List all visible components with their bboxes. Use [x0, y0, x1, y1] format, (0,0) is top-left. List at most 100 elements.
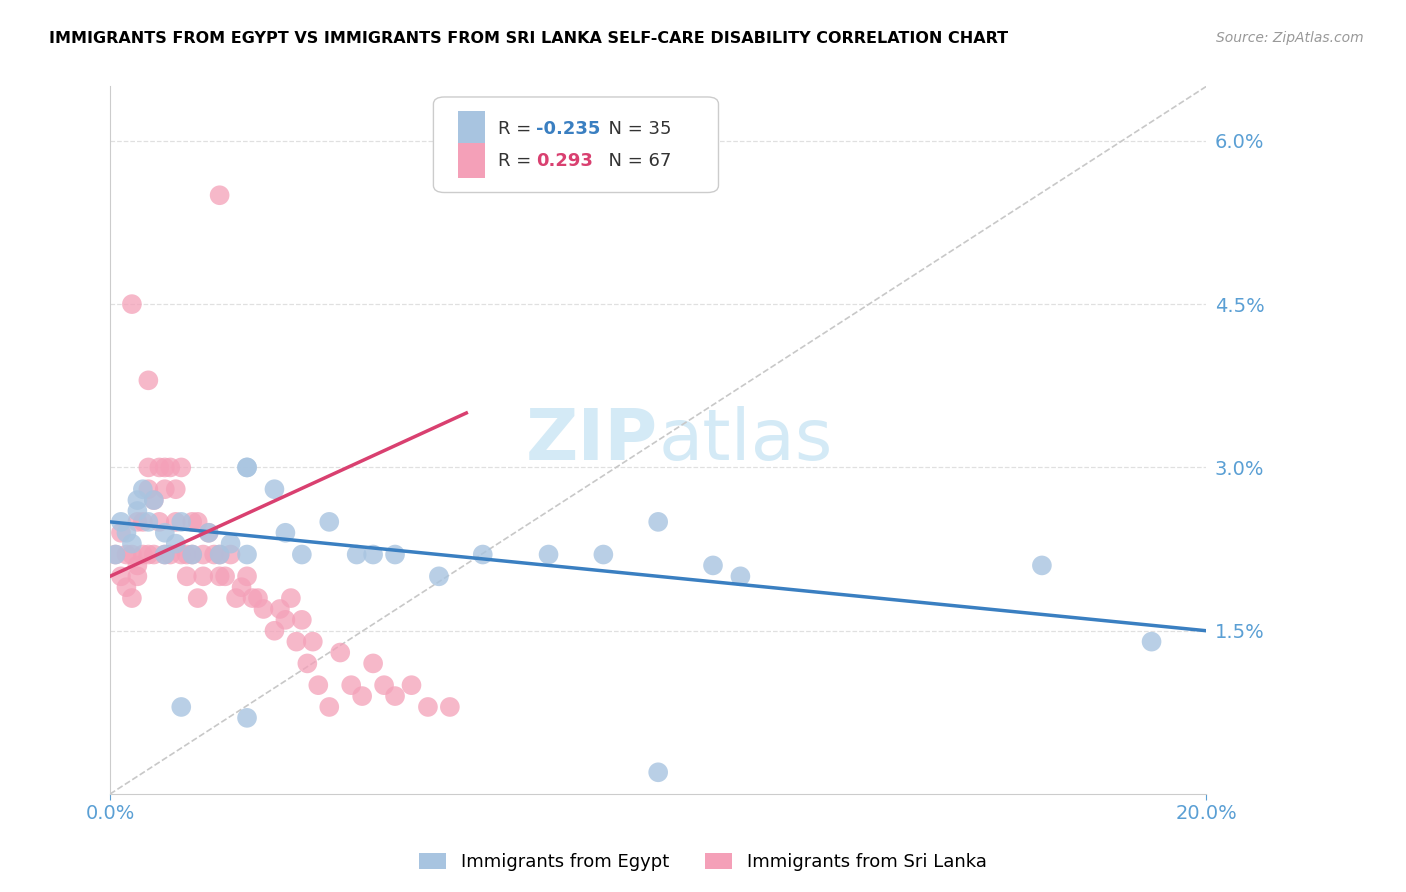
Point — [181, 548, 204, 562]
Point — [208, 569, 231, 583]
Point — [291, 613, 314, 627]
Point — [127, 493, 149, 508]
Point — [138, 482, 160, 496]
Point — [176, 548, 198, 562]
Point — [142, 493, 165, 508]
Point — [121, 548, 143, 562]
Point — [301, 634, 323, 648]
Point — [236, 460, 259, 475]
Point — [132, 548, 155, 562]
Point — [142, 493, 165, 508]
Point — [187, 591, 209, 605]
Point — [121, 297, 143, 311]
Text: Source: ZipAtlas.com: Source: ZipAtlas.com — [1216, 31, 1364, 45]
FancyBboxPatch shape — [457, 112, 485, 146]
Point — [263, 482, 285, 496]
Point — [153, 460, 176, 475]
Point — [439, 700, 461, 714]
Point — [318, 515, 340, 529]
Point — [263, 624, 285, 638]
Point — [730, 569, 752, 583]
Point — [592, 548, 614, 562]
Point — [104, 548, 127, 562]
Point — [153, 548, 176, 562]
Point — [427, 569, 450, 583]
Point — [702, 558, 724, 573]
Point — [219, 548, 242, 562]
Point — [127, 504, 149, 518]
Text: atlas: atlas — [658, 406, 832, 475]
Point — [138, 460, 160, 475]
Point — [153, 525, 176, 540]
Point — [121, 536, 143, 550]
Point — [197, 525, 219, 540]
Point — [170, 515, 193, 529]
Text: ZIP: ZIP — [526, 406, 658, 475]
Point — [297, 657, 319, 671]
Point — [170, 700, 193, 714]
Point — [115, 548, 138, 562]
Point — [148, 460, 170, 475]
Point — [110, 569, 132, 583]
Point — [165, 482, 187, 496]
Point — [274, 613, 297, 627]
Text: N = 35: N = 35 — [596, 120, 671, 138]
Point — [208, 188, 231, 202]
Point — [142, 548, 165, 562]
Point — [373, 678, 395, 692]
Point — [1140, 634, 1163, 648]
Point — [384, 689, 406, 703]
Point — [225, 591, 247, 605]
Point — [170, 460, 193, 475]
Point — [231, 580, 253, 594]
Point — [165, 536, 187, 550]
Point — [208, 548, 231, 562]
Point — [138, 373, 160, 387]
Point — [252, 602, 274, 616]
Point — [280, 591, 302, 605]
Point — [121, 591, 143, 605]
Point — [208, 548, 231, 562]
Point — [285, 634, 308, 648]
Point — [132, 515, 155, 529]
Point — [165, 515, 187, 529]
Point — [291, 548, 314, 562]
Point — [148, 515, 170, 529]
Point — [236, 460, 259, 475]
Point — [159, 548, 181, 562]
Point — [246, 591, 269, 605]
Text: R =: R = — [498, 152, 543, 169]
Point — [187, 515, 209, 529]
Point — [401, 678, 423, 692]
FancyBboxPatch shape — [457, 143, 485, 178]
Point — [214, 569, 236, 583]
Text: R =: R = — [498, 120, 537, 138]
Point — [138, 515, 160, 529]
Point — [269, 602, 291, 616]
Point — [318, 700, 340, 714]
Point — [132, 482, 155, 496]
Text: 0.293: 0.293 — [537, 152, 593, 169]
Point — [197, 525, 219, 540]
Point — [170, 548, 193, 562]
Point — [346, 548, 368, 562]
Point — [471, 548, 494, 562]
Point — [361, 657, 384, 671]
Point — [181, 515, 204, 529]
Point — [115, 525, 138, 540]
FancyBboxPatch shape — [433, 97, 718, 193]
Point — [115, 580, 138, 594]
Point — [236, 711, 259, 725]
Point — [127, 569, 149, 583]
Point — [127, 558, 149, 573]
Text: N = 67: N = 67 — [596, 152, 671, 169]
Point — [384, 548, 406, 562]
Point — [219, 536, 242, 550]
Point — [104, 548, 127, 562]
Point — [159, 460, 181, 475]
Point — [181, 548, 204, 562]
Legend: Immigrants from Egypt, Immigrants from Sri Lanka: Immigrants from Egypt, Immigrants from S… — [412, 846, 994, 879]
Text: IMMIGRANTS FROM EGYPT VS IMMIGRANTS FROM SRI LANKA SELF-CARE DISABILITY CORRELAT: IMMIGRANTS FROM EGYPT VS IMMIGRANTS FROM… — [49, 31, 1008, 46]
Point — [138, 548, 160, 562]
Point — [153, 482, 176, 496]
